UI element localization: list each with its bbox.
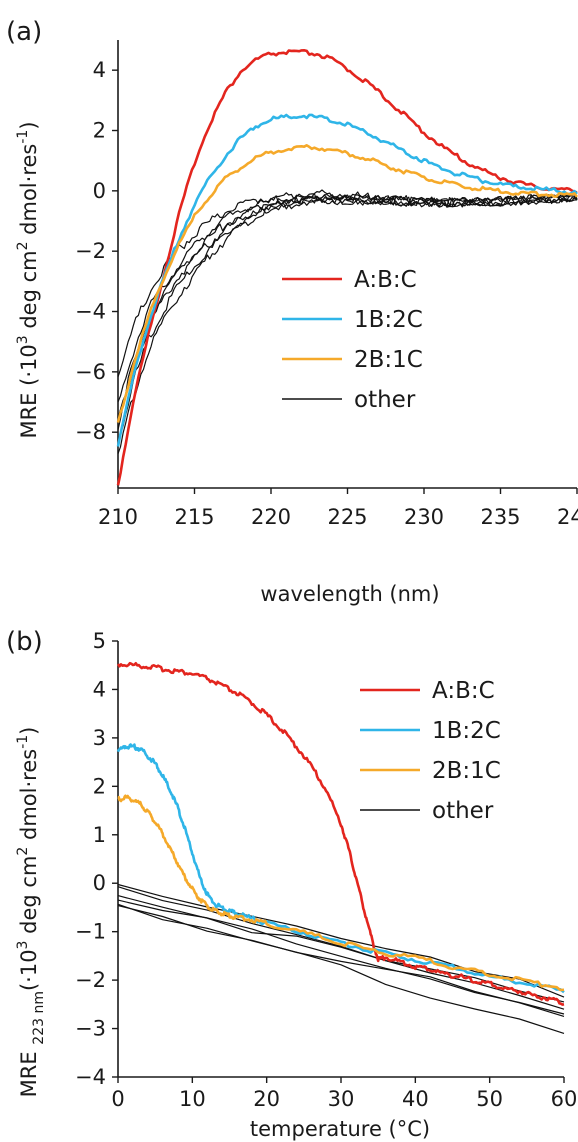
y-tick-label: 1 xyxy=(93,823,106,847)
panel-a: (a) 4 2 0 −2 −4 −6 −8 210 215 220 225 230 235 240 wav… xyxy=(6,17,578,606)
y-tick-label: 2 xyxy=(93,119,106,143)
panel-a-label: (a) xyxy=(6,17,42,47)
y-tick-label: 2 xyxy=(93,774,106,798)
panel-a-legend: A:B:C 1B:2C 2B:1C other xyxy=(282,267,423,413)
legend-label: A:B:C xyxy=(432,678,495,704)
series-line-other xyxy=(117,193,578,430)
y-tick-label: 5 xyxy=(93,629,106,653)
x-tick-label: 0 xyxy=(111,1087,124,1111)
x-tick-label: 215 xyxy=(174,505,214,529)
y-tick-label: 4 xyxy=(93,677,106,701)
series-line-other xyxy=(117,903,565,1034)
series-line-2b-1c xyxy=(116,144,578,423)
series-line-other xyxy=(117,189,578,377)
series-line-other xyxy=(117,883,565,998)
y-tick-label: −4 xyxy=(75,300,106,324)
x-tick-label: 20 xyxy=(253,1087,280,1111)
x-tick-label: 60 xyxy=(551,1087,578,1111)
x-tick-label: 235 xyxy=(480,505,520,529)
series-line-1b-2c xyxy=(116,743,565,994)
series-line-other xyxy=(117,895,565,1010)
series-line-2b-1c xyxy=(117,794,565,992)
y-tick-label: −3 xyxy=(75,1017,106,1041)
x-tick-label: 230 xyxy=(404,505,444,529)
x-tick-label: 10 xyxy=(179,1087,206,1111)
x-tick-label: 220 xyxy=(251,505,291,529)
series-line-a-b-c xyxy=(116,49,578,486)
series-line-other xyxy=(117,899,565,1015)
series-line-other xyxy=(117,192,578,443)
legend-label: 1B:2C xyxy=(432,718,501,744)
legend-label: 2B:1C xyxy=(354,347,423,373)
legend-label: 1B:2C xyxy=(354,307,423,333)
panel-b-legend: A:B:C 1B:2C 2B:1C other xyxy=(360,678,501,824)
x-tick-label: 40 xyxy=(402,1087,429,1111)
x-tick-label: 50 xyxy=(476,1087,503,1111)
legend-label: other xyxy=(432,798,494,824)
series-line-other xyxy=(117,192,578,403)
panel-a-plot-area: 4 2 0 −2 −4 −6 −8 210 215 220 225 230 235 240 xyxy=(75,40,578,529)
panel-b-label: (b) xyxy=(6,627,43,657)
y-tick-label: 3 xyxy=(93,726,106,750)
x-tick-label: 30 xyxy=(328,1087,355,1111)
y-tick-label: −2 xyxy=(75,239,106,263)
x-tick-label: 240 xyxy=(557,505,578,529)
series-line-other xyxy=(117,905,565,1017)
y-tick-label: −1 xyxy=(75,920,106,944)
panel-a-y-axis-title: MRE (·103 deg cm2 dmol·res-1) xyxy=(15,121,41,438)
y-tick-label: −4 xyxy=(75,1065,106,1089)
series-line-a-b-c xyxy=(116,661,565,1006)
y-tick-label: 0 xyxy=(93,871,106,895)
legend-label: 2B:1C xyxy=(432,758,501,784)
panel-b-y-axis-title: MRE 223 nm(·103 deg cm2 dmol·res-1) xyxy=(15,727,47,1098)
y-tick-label: −2 xyxy=(75,968,106,992)
legend-label: A:B:C xyxy=(354,267,417,293)
y-tick-label: 0 xyxy=(93,179,106,203)
legend-label: other xyxy=(354,387,416,413)
y-tick-label: −8 xyxy=(75,420,106,444)
panel-b-x-axis-title: temperature (°C) xyxy=(250,1117,430,1141)
y-tick-label: −6 xyxy=(75,360,106,384)
y-tick-label: 4 xyxy=(93,58,106,82)
series-line-1b-2c xyxy=(116,113,578,447)
panel-a-x-axis-title: wavelength (nm) xyxy=(260,582,439,606)
series-line-other xyxy=(117,193,578,454)
x-tick-label: 225 xyxy=(327,505,367,529)
x-tick-label: 210 xyxy=(98,505,138,529)
